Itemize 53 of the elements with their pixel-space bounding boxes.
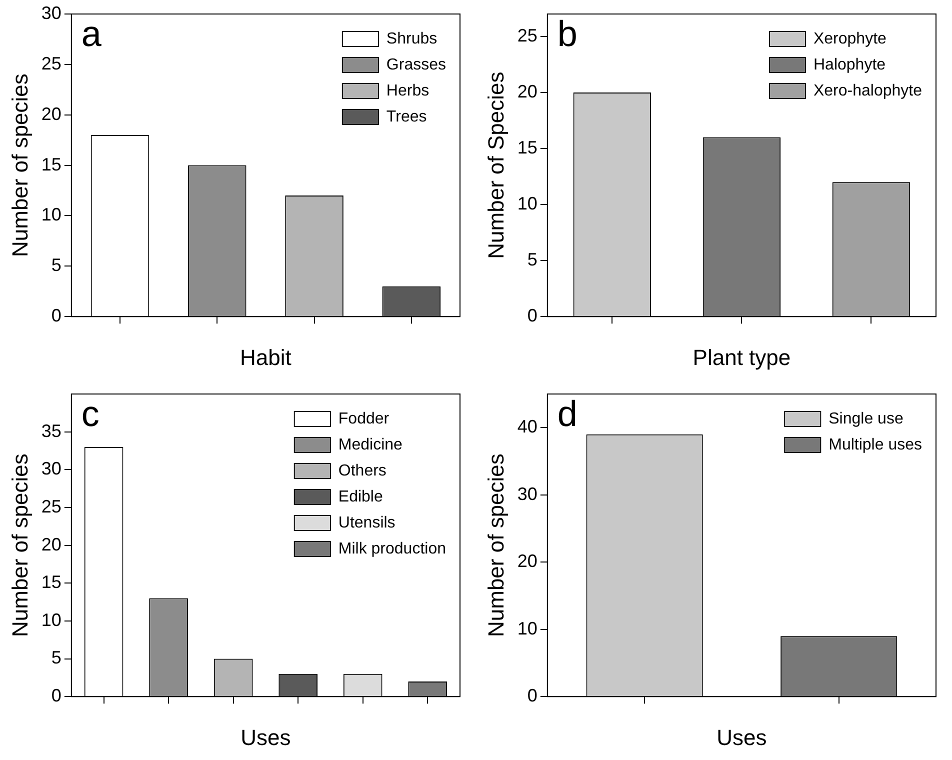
y-tick-label: 0 (51, 306, 62, 326)
y-tick-label: 20 (41, 534, 62, 554)
y-tick-label: 0 (527, 686, 538, 706)
x-axis-title: Habit (240, 344, 292, 370)
legend-label: Others (338, 462, 386, 480)
y-tick-label: 5 (51, 648, 62, 668)
y-tick-label: 40 (517, 416, 538, 437)
y-tick-label: 10 (517, 618, 538, 638)
legend-label: Trees (386, 108, 427, 126)
y-axis-title: Number of species (7, 454, 32, 638)
y-tick-label: 35 (41, 420, 62, 441)
legend-label: Fodder (338, 410, 390, 428)
chart-title: b (557, 12, 578, 54)
y-axis-title: Number of species (7, 74, 32, 258)
x-axis-title: Uses (716, 724, 767, 750)
y-tick-label: 30 (517, 484, 538, 504)
legend-label: Xero-halophyte (813, 82, 922, 100)
y-tick-label: 5 (527, 250, 538, 270)
legend-label: Edible (338, 488, 383, 506)
y-axis-title: Number of species (483, 454, 508, 638)
y-tick-label: 30 (41, 458, 62, 479)
legend-label: Single use (828, 410, 904, 428)
y-tick-label: 25 (41, 496, 62, 516)
y-tick-label: 20 (517, 81, 538, 102)
legend-label: Shrubs (386, 30, 438, 48)
y-tick-label: 15 (41, 572, 62, 592)
y-tick-label: 20 (517, 551, 538, 572)
y-tick-label: 25 (517, 25, 538, 46)
y-tick-label: 15 (517, 137, 538, 158)
y-tick-label: 10 (41, 204, 62, 225)
y-tick-label: 0 (51, 686, 62, 706)
legend-label: Herbs (386, 82, 430, 100)
legend-label: Medicine (338, 436, 403, 454)
y-tick-label: 5 (51, 255, 62, 276)
x-axis-title: Plant type (692, 344, 791, 370)
y-tick-label: 10 (41, 610, 62, 630)
chart-title: d (557, 392, 578, 434)
legend-label: Grasses (386, 56, 446, 74)
y-tick-label: 15 (41, 154, 62, 174)
y-tick-label: 10 (517, 193, 538, 214)
chart-title: c (81, 392, 100, 434)
y-axis-title: Number of Species (483, 72, 508, 259)
legend-label: Xerophyte (813, 30, 887, 48)
legend-label: Multiple uses (828, 436, 922, 454)
legend-label: Halophyte (813, 56, 886, 74)
legend-label: Utensils (338, 514, 396, 532)
y-tick-label: 0 (527, 306, 538, 326)
x-axis-title: Uses (240, 724, 291, 750)
legend-label: Milk production (338, 540, 446, 558)
y-tick-label: 20 (41, 104, 62, 124)
chart-title: a (81, 12, 102, 54)
y-tick-label: 25 (41, 53, 62, 74)
y-tick-label: 30 (41, 2, 62, 23)
